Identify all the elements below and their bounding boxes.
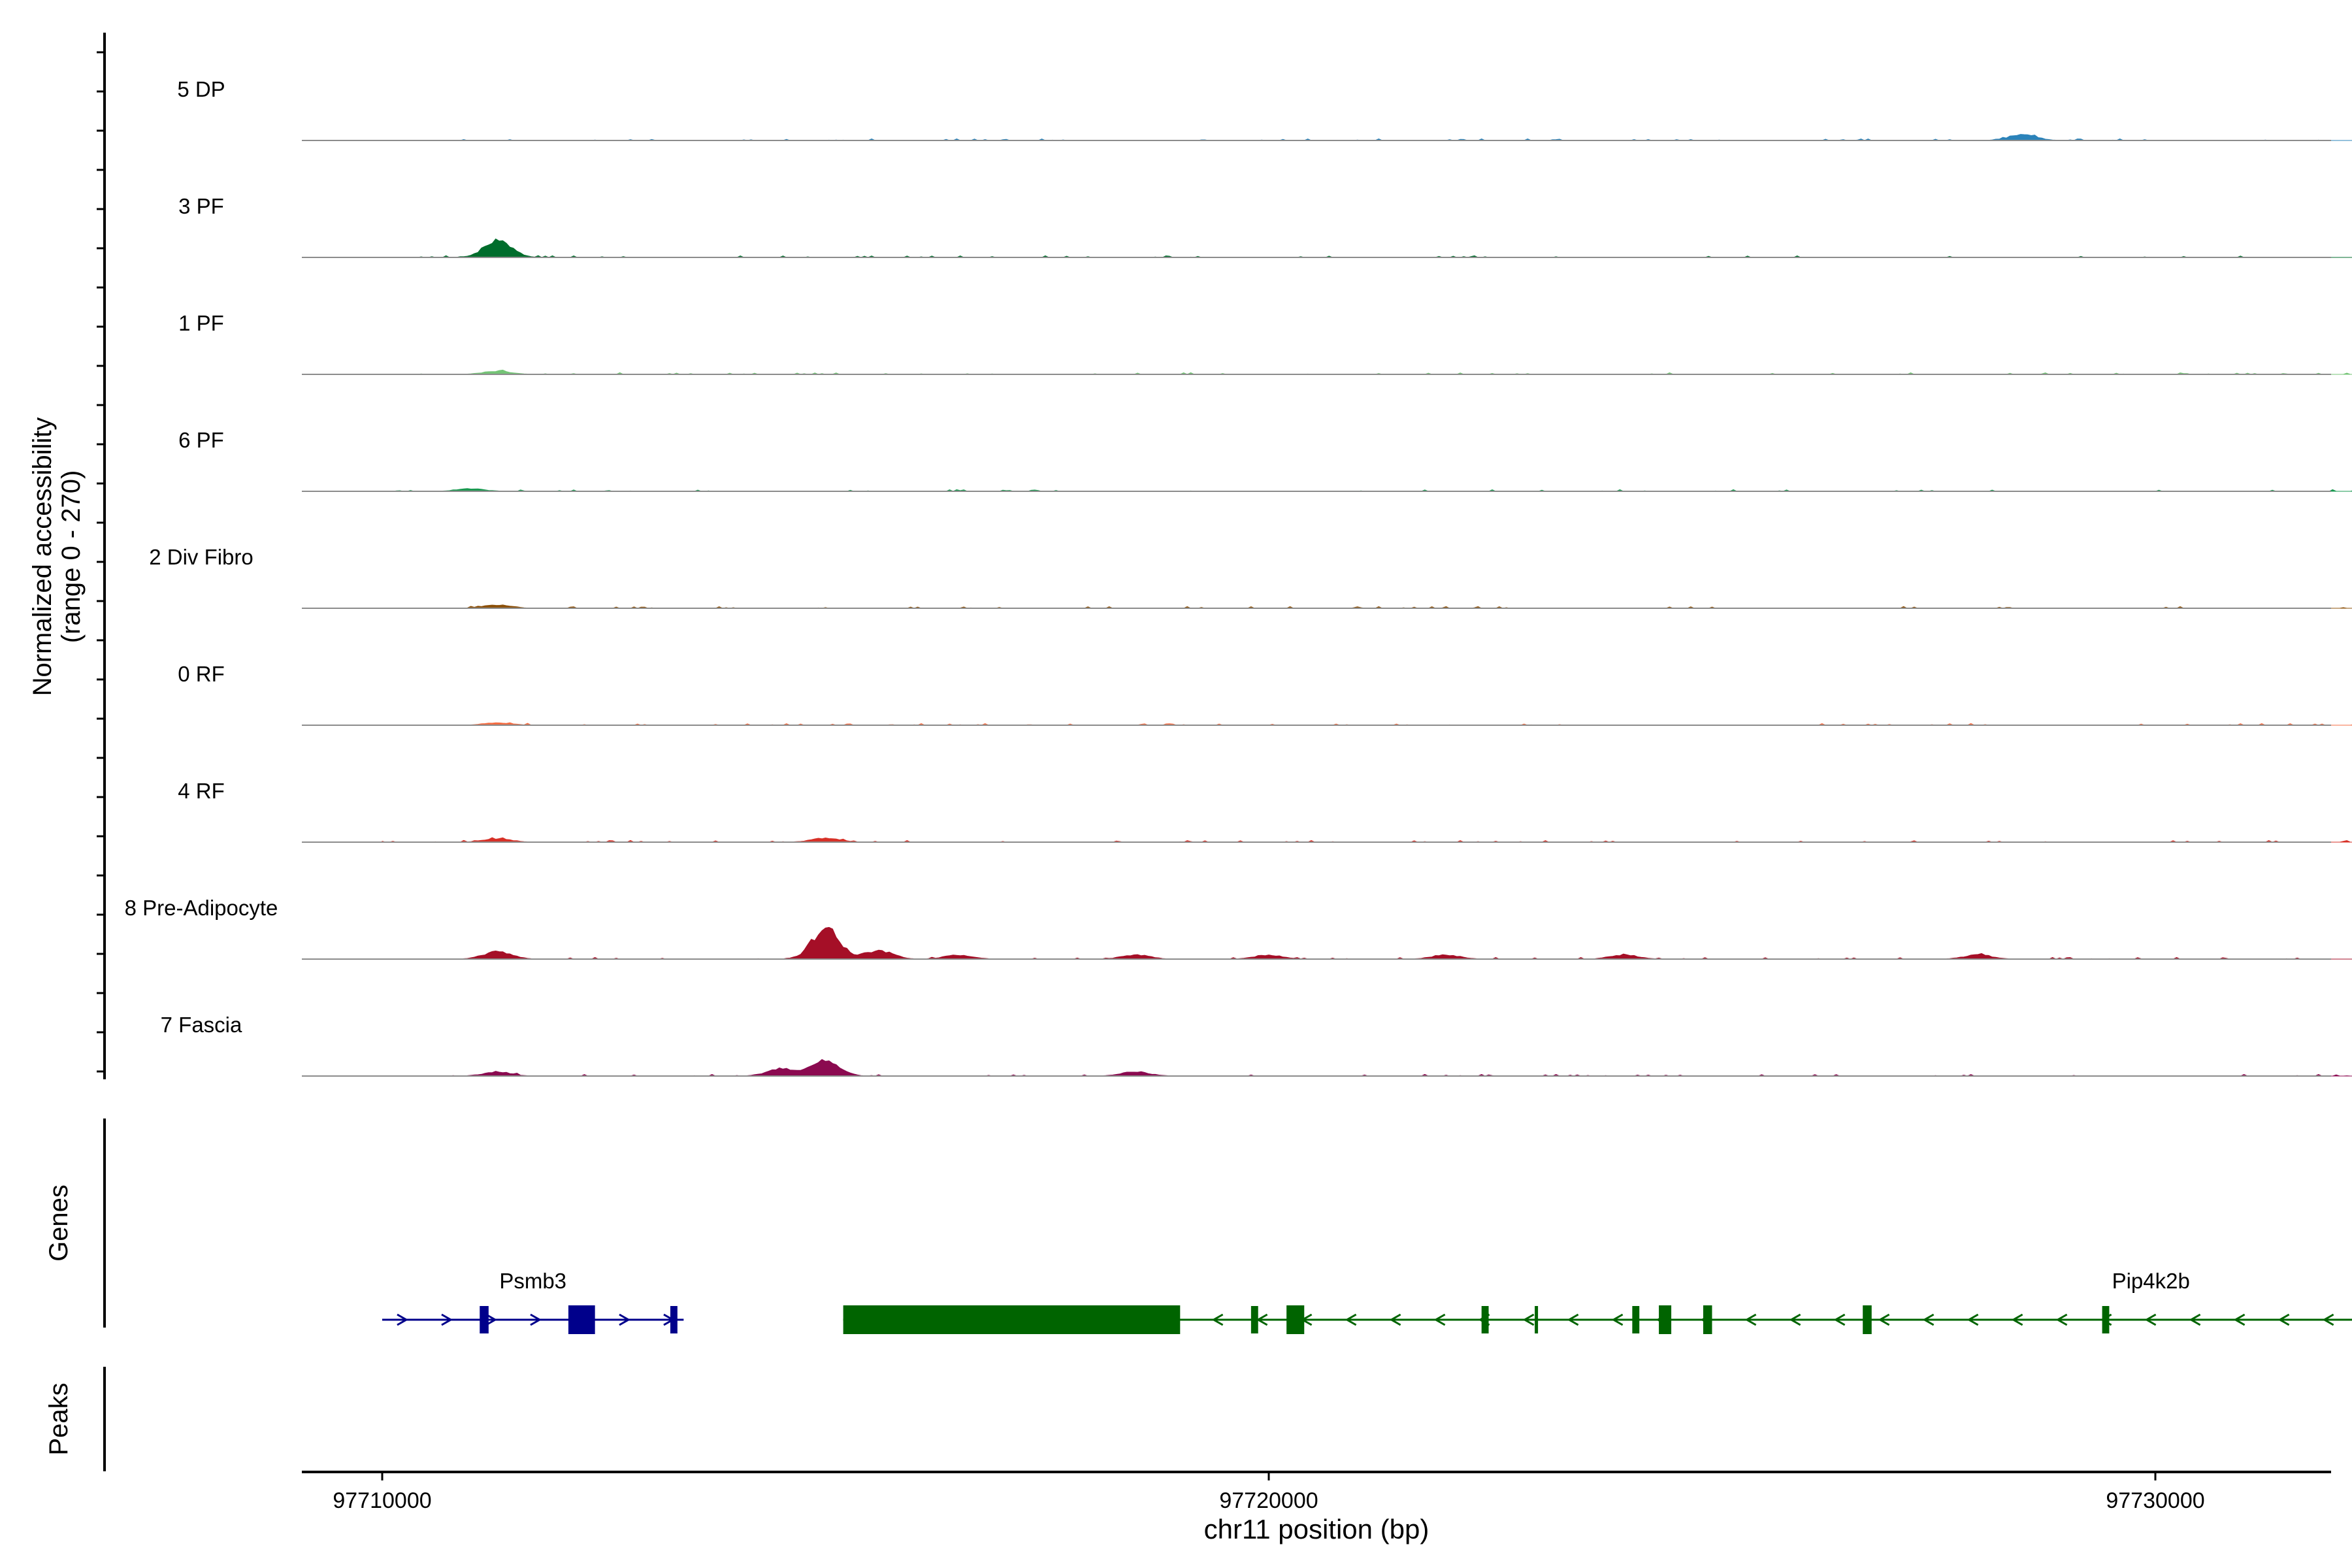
- gene-exon: [1632, 1306, 1640, 1333]
- strand-arrow: [1611, 1313, 1624, 1326]
- gene-exon: [1535, 1306, 1539, 1333]
- coverage-area: [382, 926, 2352, 960]
- x-tick-marks: 9771000097720000977300009774000097750000: [333, 1472, 2205, 1513]
- track-label: 0 RF: [178, 662, 225, 686]
- gene-exon: [480, 1306, 489, 1333]
- axes-layer: Normalized accessibility (range 0 - 270)…: [28, 33, 2331, 1544]
- gene-exon: [843, 1305, 1181, 1334]
- strand-arrow: [2233, 1313, 2246, 1326]
- strand-arrow: [485, 1313, 498, 1326]
- track-label: 6 PF: [178, 428, 224, 452]
- strand-arrow: [1211, 1313, 1224, 1326]
- strand-arrow: [1345, 1313, 1357, 1326]
- y-axis-range-label: (range 0 - 270): [57, 470, 86, 644]
- strand-arrow: [441, 1313, 453, 1326]
- track-2: 1 PF: [178, 311, 2352, 375]
- strand-arrow: [2322, 1313, 2334, 1326]
- track-1: 3 PF: [178, 194, 2352, 258]
- x-tick-label: 97710000: [333, 1488, 431, 1513]
- strand-arrow: [1567, 1313, 1579, 1326]
- strand-arrow: [2144, 1313, 2157, 1326]
- track-label: 3 PF: [178, 194, 224, 218]
- track-label: 2 Div Fibro: [149, 545, 253, 569]
- strand-arrow: [1833, 1313, 1846, 1326]
- strand-arrow: [1522, 1313, 1535, 1326]
- coverage-area: [382, 1059, 2352, 1077]
- strand-arrow: [2011, 1313, 2023, 1326]
- track-6: 4 RF: [178, 779, 2352, 843]
- track-4: 2 Div Fibro: [149, 545, 2352, 609]
- strand-arrow: [1433, 1313, 1446, 1326]
- strand-arrow: [619, 1313, 631, 1326]
- x-tick-label: 97730000: [2106, 1488, 2204, 1513]
- strand-arrow: [2278, 1313, 2290, 1326]
- coverage-area: [382, 134, 2352, 141]
- y-tick-marks: [97, 51, 105, 1073]
- gene-exon: [1286, 1305, 1305, 1334]
- strand-arrow: [397, 1313, 409, 1326]
- gene-0: Psmb3: [382, 1269, 684, 1334]
- strand-arrow: [1744, 1313, 1757, 1326]
- track-5: 0 RF: [178, 662, 2352, 726]
- track-0: 5 DP: [177, 77, 2352, 141]
- peaks-track-label: Peaks: [44, 1382, 73, 1455]
- gene-track: Psmb3Pip4k2bCwc25: [382, 1269, 2352, 1334]
- x-tick-label: 97720000: [1219, 1488, 1318, 1513]
- gene-exon: [568, 1305, 595, 1334]
- strand-arrow: [530, 1313, 542, 1326]
- gene-exon: [1250, 1306, 1258, 1333]
- track-label: 5 DP: [177, 77, 225, 101]
- strand-arrow: [1878, 1313, 1890, 1326]
- gene-label: Pip4k2b: [2112, 1269, 2190, 1293]
- track-7: 8 Pre-Adipocyte: [125, 896, 2352, 960]
- gene-1: Pip4k2b: [843, 1269, 2352, 1334]
- strand-arrow: [1922, 1313, 1935, 1326]
- x-axis-label: chr11 position (bp): [1204, 1514, 1429, 1544]
- gene-label: Psmb3: [499, 1269, 566, 1293]
- track-label: 1 PF: [178, 311, 224, 335]
- strand-arrow: [1789, 1313, 1801, 1326]
- gene-exon: [1703, 1305, 1712, 1334]
- coverage-area: [382, 488, 2352, 492]
- coverage-area: [382, 369, 2352, 375]
- coverage-area: [382, 238, 2352, 258]
- strand-arrow: [2189, 1313, 2201, 1326]
- strand-arrow: [1389, 1313, 1401, 1326]
- track-label: 7 Fascia: [161, 1013, 242, 1037]
- track-label: 4 RF: [178, 779, 225, 803]
- gene-exon: [1481, 1306, 1489, 1333]
- strand-arrow: [2055, 1313, 2068, 1326]
- genes-track-label: Genes: [44, 1184, 73, 1262]
- coverage-tracks: 5 DP 3 PF 1 PF 6 PF 2 Div Fibro 0 RF 4 RF 8 Pre…: [125, 77, 2352, 1077]
- gene-exon: [670, 1306, 678, 1333]
- gene-exon: [2102, 1306, 2110, 1333]
- y-axis-label: Normalized accessibility: [28, 417, 57, 696]
- gene-exon: [1659, 1305, 1672, 1334]
- track-3: 6 PF: [178, 428, 2352, 492]
- track-8: 7 Fascia: [161, 1013, 2352, 1077]
- coverage-area: [382, 722, 2352, 726]
- gene-exon: [1863, 1305, 1872, 1334]
- coverage-area: [382, 604, 2352, 609]
- coverage-area: [382, 837, 2352, 843]
- track-label: 8 Pre-Adipocyte: [125, 896, 278, 920]
- strand-arrow: [1967, 1313, 1979, 1326]
